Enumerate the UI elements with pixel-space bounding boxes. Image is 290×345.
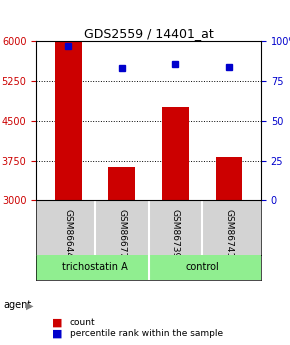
- Text: ▶: ▶: [26, 300, 34, 310]
- Text: control: control: [185, 262, 219, 272]
- Text: agent: agent: [3, 300, 31, 310]
- Text: GSM86644: GSM86644: [64, 208, 73, 257]
- Text: trichostatin A: trichostatin A: [62, 262, 128, 272]
- Text: ■: ■: [52, 318, 63, 327]
- Bar: [108, 167, 135, 200]
- Text: GSM86739: GSM86739: [171, 208, 180, 258]
- Text: ■: ■: [52, 329, 63, 339]
- Bar: [162, 107, 189, 200]
- Text: percentile rank within the sample: percentile rank within the sample: [70, 329, 223, 338]
- Title: GDS2559 / 14401_at: GDS2559 / 14401_at: [84, 27, 213, 40]
- Text: count: count: [70, 318, 95, 327]
- Bar: [215, 157, 242, 200]
- Bar: [55, 42, 82, 200]
- Text: GSM86677: GSM86677: [117, 208, 126, 258]
- Text: GSM86741: GSM86741: [224, 208, 233, 258]
